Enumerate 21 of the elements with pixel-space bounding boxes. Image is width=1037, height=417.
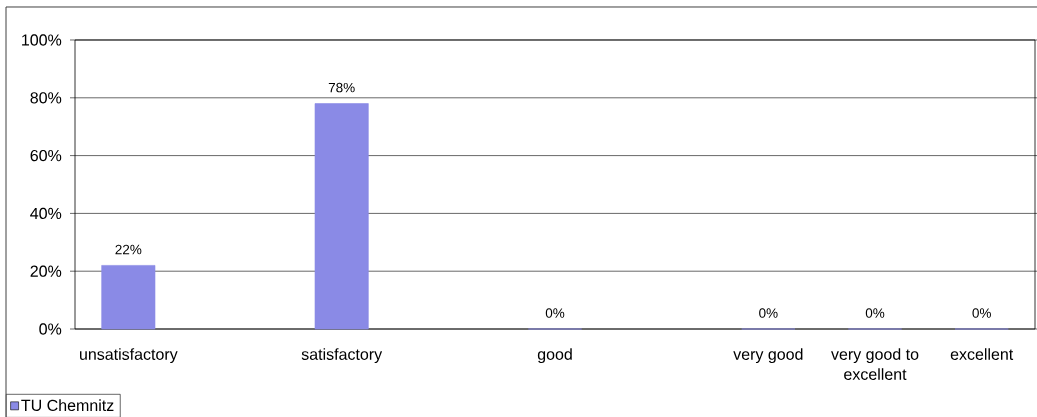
data-label: 78% bbox=[328, 82, 355, 93]
bar bbox=[314, 103, 369, 330]
data-label: 22% bbox=[115, 244, 142, 255]
data-label: 0% bbox=[545, 308, 565, 318]
y-tick-label: 40% bbox=[30, 207, 62, 220]
y-tick-label: 100% bbox=[22, 34, 62, 46]
y-tick-label: 80% bbox=[30, 92, 62, 104]
y-tick-label: 60% bbox=[30, 149, 62, 162]
x-tick-label: unsatisfactory bbox=[80, 348, 178, 364]
x-tick-label: very good bbox=[733, 348, 803, 364]
x-tick-label: very good to excellent bbox=[831, 348, 919, 380]
legend-label: TU Chemnitz bbox=[21, 399, 114, 412]
y-tick-label: 0% bbox=[39, 323, 62, 335]
x-tick-label: satisfactory bbox=[301, 348, 383, 364]
x-tick-label: good bbox=[537, 348, 572, 364]
data-label: 0% bbox=[759, 308, 778, 318]
x-tick-label: excellent bbox=[950, 348, 1014, 360]
data-label: 0% bbox=[972, 308, 991, 318]
data-label: 0% bbox=[865, 308, 885, 318]
bar bbox=[101, 265, 156, 330]
y-tick-label: 20% bbox=[30, 265, 62, 277]
